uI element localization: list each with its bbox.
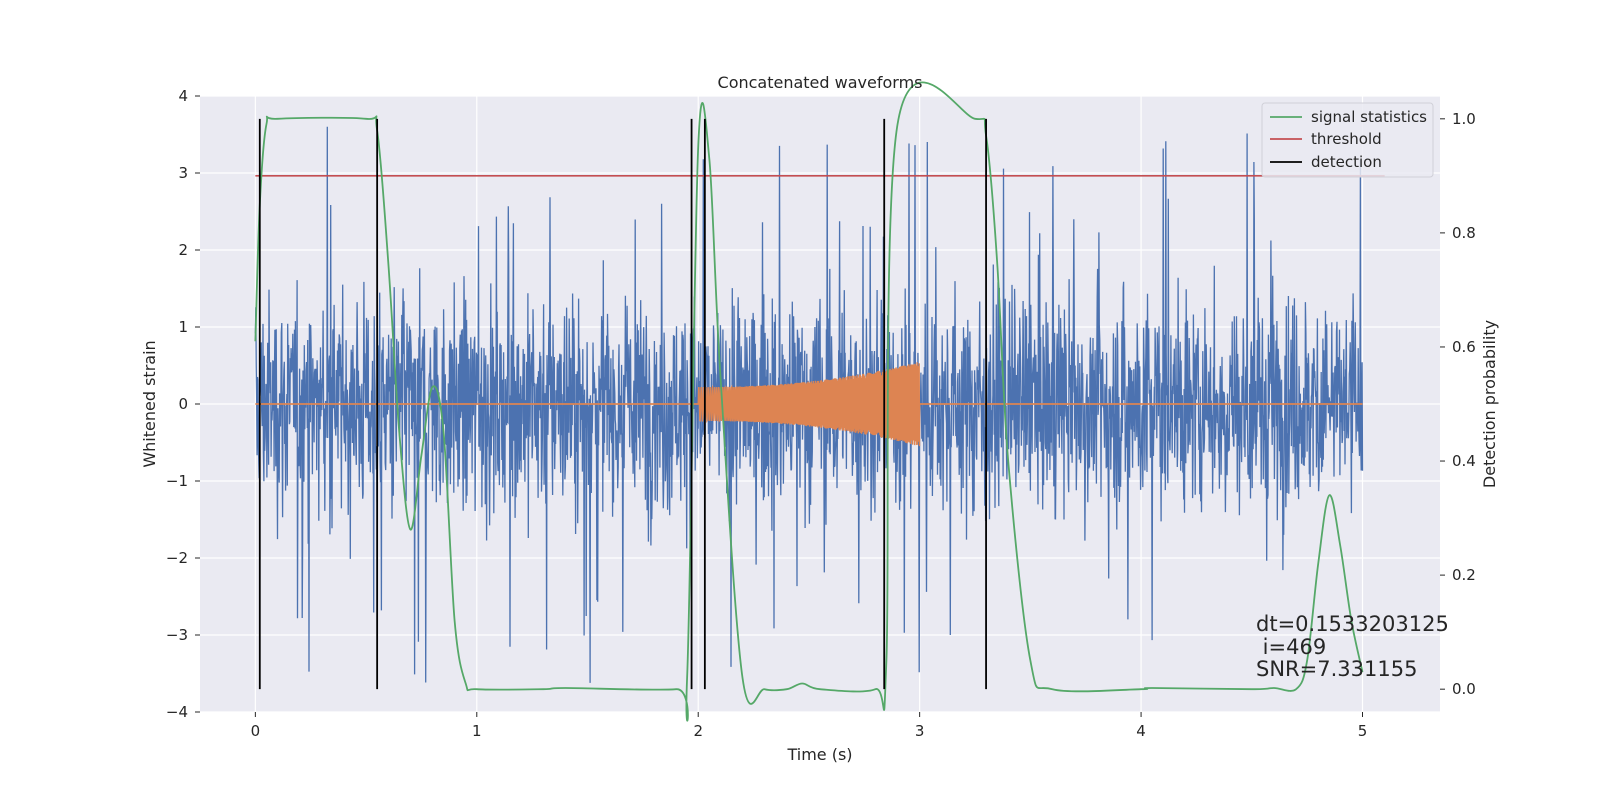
plot-area — [254, 81, 1385, 722]
x-tick-label: 5 — [1358, 722, 1368, 740]
x-tick-label: 4 — [1136, 722, 1146, 740]
axis-ticks: 0 1 2 3 4 5 −4 −3 −2 −1 0 1 2 3 4 0.0 0.2 0.4 0.6 0.8 1.0 — [166, 87, 1476, 740]
y-right-tick-label: 0.8 — [1452, 224, 1476, 242]
annotation-dt: dt=0.1533203125 — [1256, 612, 1449, 636]
annotation-index: i=469 — [1256, 635, 1326, 659]
y-right-tick-label: 0.2 — [1452, 566, 1476, 584]
y-axis-label: Whitened strain — [140, 340, 159, 467]
x-tick-label: 1 — [472, 722, 482, 740]
x-tick-label: 0 — [251, 722, 261, 740]
chart-title: Concatenated waveforms — [718, 73, 923, 92]
annotation-snr: SNR=7.331155 — [1256, 657, 1417, 681]
x-axis-label: Time (s) — [786, 745, 852, 764]
legend-label-signal-statistics: signal statistics — [1311, 108, 1427, 126]
y-tick-label: 3 — [178, 164, 188, 182]
legend: signal statistics threshold detection — [1261, 102, 1434, 178]
y-right-tick-label: 1.0 — [1452, 110, 1476, 128]
y-tick-label: 4 — [178, 87, 188, 105]
annotations: dt=0.1533203125 i=469 SNR=7.331155 — [1256, 612, 1449, 681]
y-tick-label: −3 — [166, 626, 188, 644]
y-right-tick-label: 0.4 — [1452, 452, 1476, 470]
series-signal-statistics — [254, 81, 1364, 722]
x-tick-label: 2 — [693, 722, 703, 740]
y-tick-label: 0 — [178, 395, 188, 413]
series-whitened-strain — [254, 126, 1364, 683]
y-tick-label: −2 — [166, 549, 188, 567]
y-tick-label: −4 — [166, 703, 188, 721]
y-tick-label: 1 — [178, 318, 188, 336]
legend-box — [1261, 102, 1434, 178]
y-right-tick-label: 0.0 — [1452, 680, 1476, 698]
legend-label-threshold: threshold — [1311, 130, 1382, 148]
y-axis-right-label: Detection probability — [1480, 320, 1499, 488]
legend-label-detection: detection — [1311, 153, 1382, 171]
x-tick-label: 3 — [915, 722, 925, 740]
series-injected-chirp — [697, 362, 921, 447]
y-tick-label: −1 — [166, 472, 188, 490]
y-tick-label: 2 — [178, 241, 188, 259]
y-right-tick-label: 0.6 — [1452, 338, 1476, 356]
